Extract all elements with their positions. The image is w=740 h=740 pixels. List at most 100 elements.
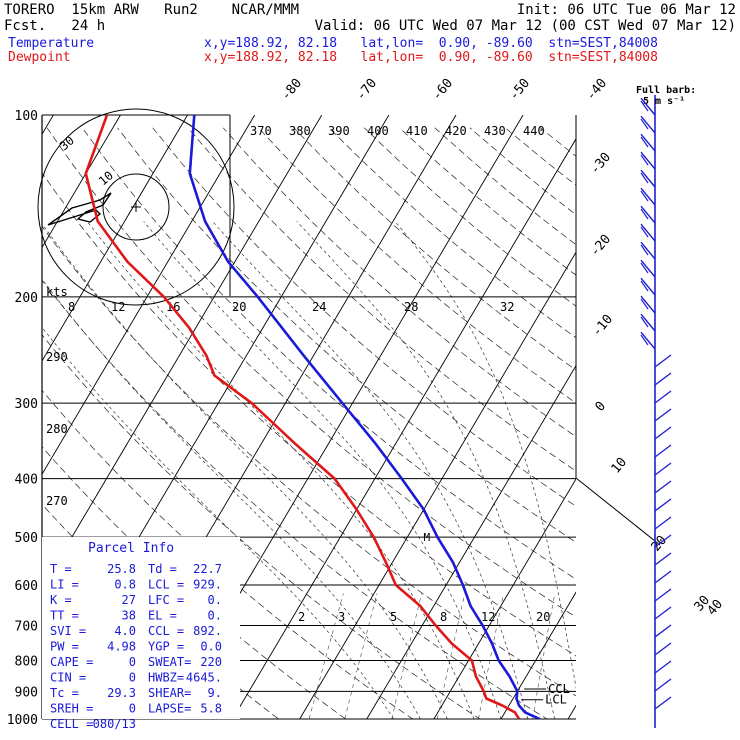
parcel-row: SVI = 4.0 CCL = 892. <box>50 624 222 638</box>
theta-label: 270 <box>46 494 68 508</box>
isotherm <box>42 115 323 589</box>
mixing-ratio-label: 5 <box>390 610 397 624</box>
wind-barb <box>654 372 672 386</box>
pressure-tick-label: 700 <box>15 619 38 634</box>
theta-label: 440 <box>523 124 545 138</box>
theta-e-label: 28 <box>404 300 418 314</box>
mixing-ratio-line <box>532 593 556 719</box>
pressure-tick-label: 200 <box>15 291 38 306</box>
isotherm <box>635 115 740 719</box>
mixing-ratio-label: 8 <box>440 610 447 624</box>
isotherm-label: -60 <box>430 76 457 104</box>
mixing-ratio-line <box>344 593 378 719</box>
wind-barb <box>654 462 672 476</box>
dry-adiabat <box>540 127 576 157</box>
parcel-label: CAPE = <box>50 655 93 669</box>
theta-label: 390 <box>328 124 350 138</box>
wind-barb <box>640 313 656 332</box>
parcel-label: PW = <box>50 640 79 654</box>
parcel-label: Tc = <box>50 686 79 700</box>
parcel-label: EL = <box>148 609 177 623</box>
isotherm-label: -40 <box>584 76 611 104</box>
hodograph-ring-label: 10 <box>96 168 116 188</box>
pressure-tick-label: 800 <box>15 654 38 669</box>
parcel-value: 0. <box>208 609 222 623</box>
wind-barb <box>640 205 656 224</box>
parcel-label: HWBZ= <box>148 671 184 685</box>
moist-adiabat <box>86 221 475 719</box>
parcel-label: SREH = <box>50 702 93 716</box>
dry-adiabat <box>42 279 548 719</box>
theta-e-label: 20 <box>232 300 246 314</box>
isotherm-label: -30 <box>588 150 615 178</box>
parcel-value: 4.98 <box>107 640 136 654</box>
parcel-label: LI = <box>50 578 79 592</box>
parcel-value: 892. <box>193 624 222 638</box>
parcel-row: SREH = 0 LAPSE= 5.8 <box>50 702 222 716</box>
theta-label: 370 <box>250 124 272 138</box>
dry-adiabat <box>363 127 576 307</box>
parcel-label: LAPSE= <box>148 702 191 716</box>
dry-adiabat <box>222 127 576 438</box>
parcel-label: SVI = <box>50 624 86 638</box>
isotherm-label: -20 <box>588 232 615 260</box>
parcel-value: 0.0 <box>200 640 222 654</box>
wind-barb <box>654 444 672 458</box>
wind-barb <box>654 624 672 638</box>
theta-e-label: 24 <box>312 300 326 314</box>
dewpoint-label: Dewpoint <box>8 50 71 65</box>
dry-adiabat <box>469 127 576 216</box>
dry-adiabat <box>681 128 740 732</box>
theta-e-label: 32 <box>500 300 514 314</box>
isotherm-label: 10 <box>609 455 631 477</box>
header-line2-right: Valid: 06 UTC Wed 07 Mar 12 (00 CST Wed … <box>314 18 736 34</box>
isotherm <box>232 138 576 719</box>
parcel-label: YGP = <box>148 640 184 654</box>
wind-barb <box>654 354 672 368</box>
hodograph-ring-label: 30 <box>57 133 77 153</box>
wind-barb <box>640 169 656 188</box>
mixing-ratio-line <box>437 593 466 719</box>
wind-barb <box>654 390 672 404</box>
parcel-label: LFC = <box>148 593 184 607</box>
isotherm <box>366 364 576 719</box>
wind-barb <box>640 97 656 116</box>
parcel-label: CIN = <box>50 671 86 685</box>
theta-label: 400 <box>367 124 389 138</box>
parcel-value: 38 <box>122 609 136 623</box>
mixing-ratio-line <box>478 593 504 719</box>
parcel-panel-bg <box>42 537 240 719</box>
wind-barb <box>640 223 656 242</box>
wind-barb <box>640 241 656 260</box>
parcel-row: TT = 38 EL = 0. <box>50 609 222 623</box>
parcel-row: PW = 4.98 YGP = 0.0 <box>50 640 222 654</box>
parcel-label: CCL = <box>148 624 184 638</box>
theta-label: 420 <box>445 124 467 138</box>
temperature-trace <box>188 115 541 719</box>
wind-barb <box>654 660 672 674</box>
parcel-value: 5.8 <box>200 702 222 716</box>
wind-barb <box>654 480 672 494</box>
ccl-label: CCL <box>548 682 570 696</box>
dry-adiabat <box>42 225 576 697</box>
dry-adiabat <box>187 127 576 472</box>
wind-barb <box>640 151 656 170</box>
theta-label: 430 <box>484 124 506 138</box>
moist-adiabat <box>42 278 421 719</box>
mixing-ratio-line <box>308 593 344 719</box>
wind-barb <box>640 259 656 278</box>
header-line1-left: TORERO 15km ARW Run2 NCAR/MMM <box>4 2 300 18</box>
parcel-value: 0 <box>129 655 136 669</box>
parcel-row: CAPE = 0 SWEAT= 220 <box>50 655 222 669</box>
parcel-label: TT = <box>50 609 79 623</box>
wind-barb <box>654 696 672 710</box>
parcel-value: 929. <box>193 578 222 592</box>
dry-adiabat <box>504 127 576 186</box>
wind-barb <box>654 570 672 584</box>
parcel-label: LCL = <box>148 578 184 592</box>
dewpoint-info: x,y=188.92, 82.18 lat,lon= 0.90, -89.60 … <box>204 50 658 65</box>
wind-barb <box>640 331 656 350</box>
moist-adiabat <box>394 221 576 690</box>
parcel-value: 0 <box>129 702 136 716</box>
